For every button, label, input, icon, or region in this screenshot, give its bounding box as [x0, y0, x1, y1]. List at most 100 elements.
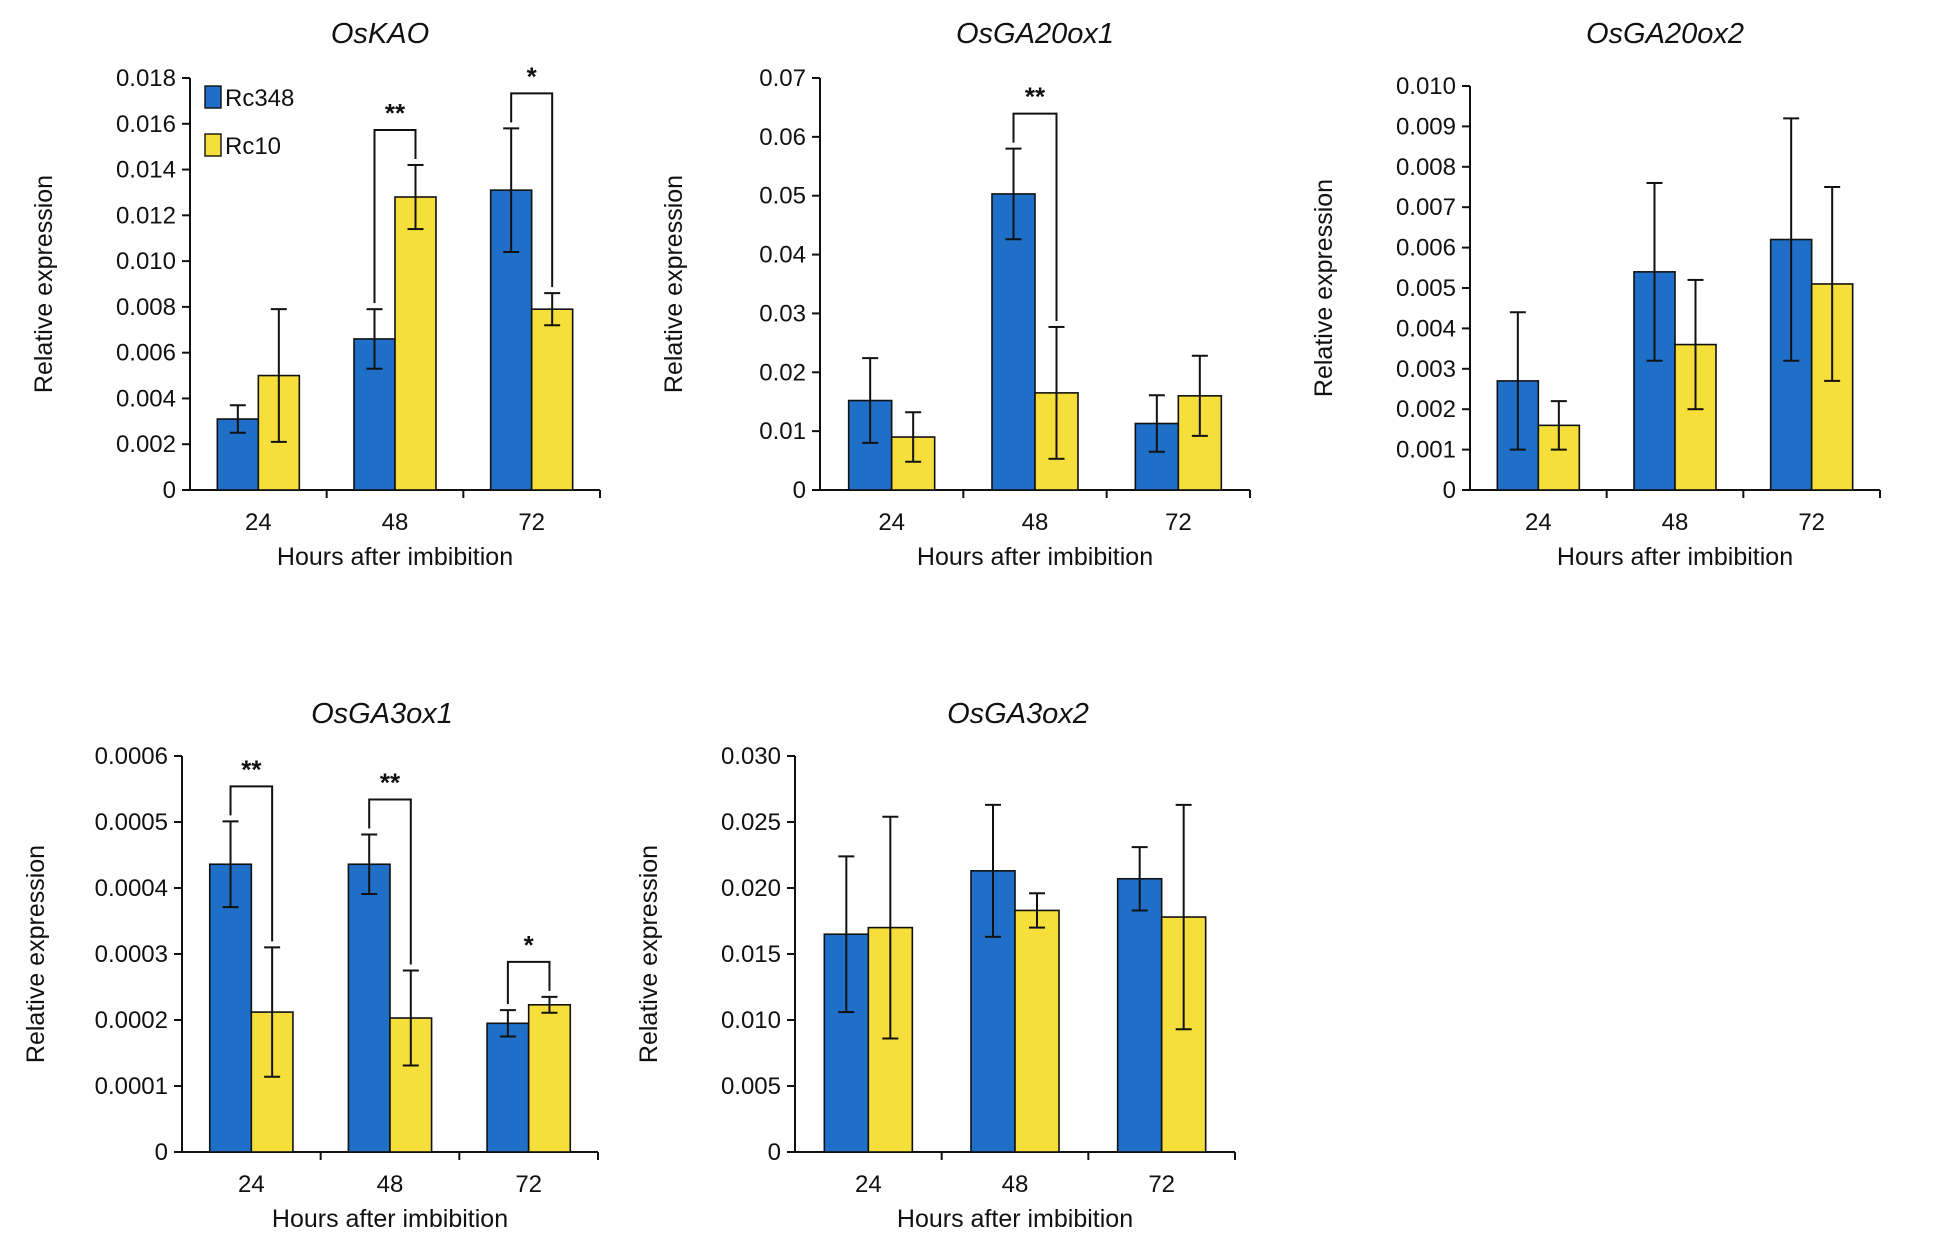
x-tick-label: 48 — [382, 509, 409, 536]
x-tick-label: 48 — [1002, 1171, 1029, 1198]
x-axis-label: Hours after imbibition — [917, 543, 1153, 571]
y-tick-label: 0.002 — [116, 431, 176, 458]
y-tick-label: 0 — [1443, 477, 1456, 504]
bar-Rc10-48 — [1014, 909, 1060, 1153]
x-axis-label: Hours after imbibition — [272, 1205, 508, 1233]
x-tick-label: 72 — [515, 1171, 542, 1198]
x-axis-label: Hours after imbibition — [897, 1205, 1133, 1233]
y-tick-label: 0.05 — [759, 183, 806, 210]
y-tick-label: 0.001 — [1396, 437, 1456, 464]
y-tick-label: 0.010 — [721, 1007, 781, 1034]
legend-swatch-Rc348 — [204, 85, 222, 109]
y-tick-label: 0.0003 — [95, 941, 168, 968]
legend-label-Rc10: Rc10 — [225, 133, 281, 160]
legend-label-Rc348: Rc348 — [225, 85, 294, 112]
x-tick-label: 48 — [1662, 509, 1689, 536]
y-tick-label: 0.008 — [116, 294, 176, 321]
x-axis-label: Hours after imbibition — [277, 543, 513, 571]
x-tick-label: 72 — [1165, 509, 1192, 536]
y-tick-label: 0.004 — [116, 385, 176, 412]
y-tick-label: 0.003 — [1396, 356, 1456, 383]
x-tick-label: 48 — [377, 1171, 404, 1198]
y-tick-label: 0.0002 — [95, 1007, 168, 1034]
bar-Rc348-48 — [991, 193, 1036, 491]
y-tick-label: 0.0006 — [95, 743, 168, 770]
y-tick-label: 0.014 — [116, 157, 176, 184]
significance-bracket — [368, 798, 412, 965]
bar-Rc10-48 — [394, 196, 437, 491]
significance-bracket — [510, 92, 554, 288]
y-tick-label: 0.015 — [721, 941, 781, 968]
significance-marker: ** — [385, 98, 406, 128]
x-tick-label: 24 — [245, 509, 272, 536]
y-tick-label: 0.009 — [1396, 113, 1456, 140]
chart-title: OsGA3ox2 — [947, 698, 1089, 730]
x-tick-label: 48 — [1022, 509, 1049, 536]
significance-marker: * — [524, 930, 535, 960]
y-tick-label: 0.004 — [1396, 315, 1456, 342]
y-tick-label: 0.016 — [116, 111, 176, 138]
significance-bracket — [373, 128, 417, 304]
chart-title: OsGA3ox1 — [311, 698, 453, 730]
bar-Rc348-48 — [347, 863, 391, 1153]
chart-title: OsGA20ox2 — [1586, 18, 1744, 50]
y-tick-label: 0.005 — [1396, 275, 1456, 302]
legend-swatch-Rc10 — [204, 133, 222, 157]
y-axis-label: Relative expression — [30, 175, 58, 393]
x-tick-label: 24 — [1525, 509, 1552, 536]
y-tick-label: 0.06 — [759, 124, 806, 151]
y-tick-label: 0.0005 — [95, 809, 168, 836]
y-tick-label: 0.006 — [116, 340, 176, 367]
y-axis-label: Relative expression — [660, 175, 688, 393]
y-tick-label: 0 — [768, 1139, 781, 1166]
y-axis-label: Relative expression — [635, 845, 663, 1063]
y-tick-label: 0.030 — [721, 743, 781, 770]
y-axis-label: Relative expression — [22, 845, 50, 1063]
y-tick-label: 0.0001 — [95, 1073, 168, 1100]
significance-bracket — [1012, 112, 1058, 321]
y-tick-label: 0.025 — [721, 809, 781, 836]
y-tick-label: 0.005 — [721, 1073, 781, 1100]
y-tick-label: 0.020 — [721, 875, 781, 902]
bar-Rc348-72 — [1116, 877, 1163, 1153]
chart-OsGA20ox1: OsGA20ox1 0 0.01 0.02 0.03 0.04 0.05 0.06 0.07 Re… — [660, 18, 1251, 571]
y-tick-label: 0.012 — [116, 202, 176, 229]
y-tick-label: 0.007 — [1396, 194, 1456, 221]
x-tick-label: 24 — [238, 1171, 265, 1198]
y-tick-label: 0 — [163, 477, 176, 504]
y-tick-label: 0 — [155, 1139, 168, 1166]
bar-Rc10-24 — [250, 1011, 294, 1153]
chart-title: OsGA20ox1 — [956, 18, 1114, 50]
chart-title: OsKAO — [331, 18, 429, 50]
y-tick-label: 0.010 — [1396, 73, 1456, 100]
x-tick-label: 24 — [878, 509, 905, 536]
x-tick-label: 72 — [1798, 509, 1825, 536]
y-tick-label: 0.008 — [1396, 154, 1456, 181]
significance-bracket — [229, 785, 274, 942]
chart-OsGA20ox2: OsGA20ox2 0 0.001 0.002 0.003 0.004 0.005 0.006… — [1310, 18, 1881, 571]
bar-Rc10-72 — [527, 1004, 572, 1153]
significance-marker: ** — [1025, 82, 1046, 112]
bar-Rc10-48 — [389, 1017, 433, 1153]
x-tick-label: 24 — [855, 1171, 882, 1198]
y-tick-label: 0.0004 — [95, 875, 168, 902]
y-tick-label: 0 — [793, 477, 806, 504]
y-tick-label: 0.018 — [116, 65, 176, 92]
chart-OsGA3ox2: OsGA3ox2 0 0.005 0.010 0.015 0.020 0.025 0.030 R… — [635, 698, 1236, 1233]
significance-marker: ** — [380, 768, 401, 798]
y-tick-label: 0.01 — [759, 418, 806, 445]
bar-Rc348-72 — [486, 1022, 530, 1153]
y-tick-label: 0.002 — [1396, 396, 1456, 423]
y-tick-label: 0.07 — [759, 65, 806, 92]
x-tick-label: 72 — [1148, 1171, 1175, 1198]
x-tick-label: 72 — [518, 509, 545, 536]
y-tick-label: 0.006 — [1396, 235, 1456, 262]
significance-bracket — [506, 960, 551, 1005]
chart-OsKAO: OsKAO 0 0.002 0.004 0.006 0.008 0.010 0.012 0.01… — [30, 18, 601, 571]
significance-marker: * — [527, 61, 538, 91]
significance-marker: ** — [241, 754, 262, 784]
y-tick-label: 0.04 — [759, 242, 806, 269]
y-tick-label: 0.03 — [759, 300, 806, 327]
y-tick-label: 0.010 — [116, 248, 176, 275]
